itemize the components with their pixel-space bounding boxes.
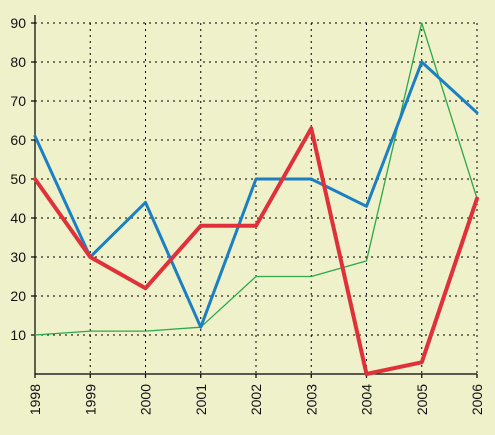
- x-tick-label: 2006: [469, 384, 485, 415]
- y-tick-label: 20: [10, 288, 26, 304]
- y-tick-labels: 10 20 30 40 50 60 70 80 90: [10, 15, 26, 343]
- x-tick-label: 1998: [27, 384, 43, 415]
- y-tick-label: 90: [10, 15, 26, 31]
- y-tick-label: 50: [10, 171, 26, 187]
- x-tick-label: 2000: [138, 384, 154, 415]
- x-tick-label: 2002: [248, 384, 264, 415]
- y-tick-label: 30: [10, 249, 26, 265]
- series-lines: [33, 22, 479, 376]
- x-tick-labels: 1998 1999 2000 2001 2002 2003 2004 2005 2006: [27, 384, 485, 415]
- x-tick-label: 1999: [82, 384, 98, 415]
- x-tick-label: 2004: [359, 384, 375, 415]
- x-tick-label: 2003: [303, 384, 319, 415]
- y-tick-label: 70: [10, 93, 26, 109]
- x-tick-label: 2001: [193, 384, 209, 415]
- y-tick-label: 40: [10, 210, 26, 226]
- y-tick-label: 80: [10, 54, 26, 70]
- x-tick-label: 2005: [414, 384, 430, 415]
- axes: [31, 15, 478, 378]
- y-tick-label: 10: [10, 327, 26, 343]
- y-tick-label: 60: [10, 132, 26, 148]
